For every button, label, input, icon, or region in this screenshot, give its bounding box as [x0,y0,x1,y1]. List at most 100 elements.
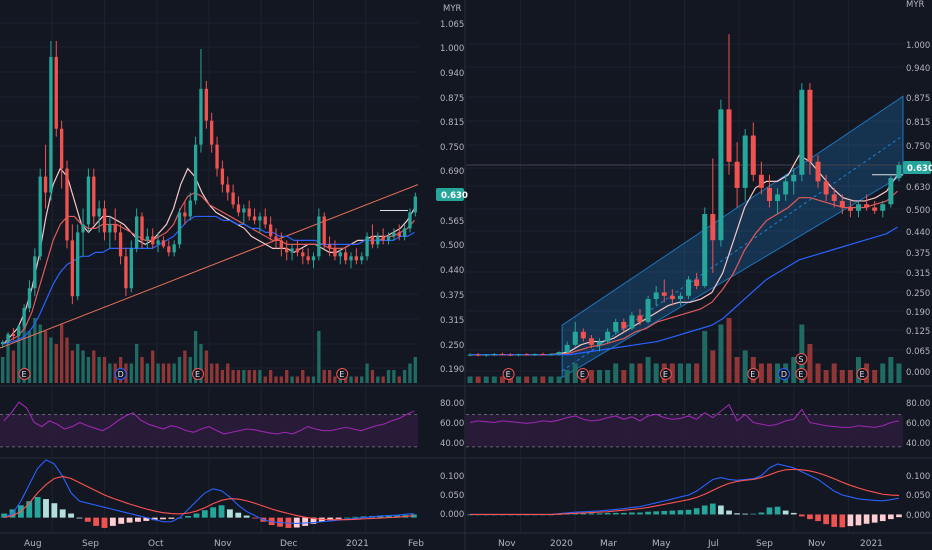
left-candle-body [360,256,364,261]
left-macd-histogram-bar [118,517,125,524]
right-event-marker-label: E [750,370,755,379]
right-rsi-tick: 60.00 [906,419,930,429]
left-volume-bar [54,344,58,383]
left-candle-body [317,216,321,257]
left-macd-histogram-bar [1,513,8,518]
right-macd-histogram-bar [742,513,749,515]
left-candle-body [1,342,5,345]
right-macd-histogram-bar [847,514,854,527]
left-candle-body [333,248,337,257]
right-volume-bar [572,363,578,383]
left-candle-body [6,334,10,343]
right-volume-bar [524,376,530,383]
left-volume-bar [161,363,166,383]
right-price-tick: 0.500 [906,206,930,216]
right-price-tick: 0.630 [906,183,930,193]
left-volume-bar [354,376,359,383]
left-chart-panel[interactable]: MYR 1.065 1.000 0.940 0.875 0.815 0.750 … [24,4,468,549]
right-volume-bar [791,357,797,383]
left-macd-histogram-bar [59,509,66,518]
right-rsi-band [466,414,903,447]
right-volume-bar [605,370,611,383]
left-price-tick: 0.375 [440,291,464,301]
left-candle-body [86,176,91,225]
left-candle-body [242,208,246,213]
right-candle-body [540,353,546,355]
right-plot-area: E E E E D ESE [466,0,904,533]
right-candle-body [637,315,643,322]
left-volume-bar [349,376,353,383]
left-price-tick: 0.940 [440,69,464,79]
right-event-marker [576,368,589,380]
right-candle-body [791,174,797,182]
right-macd-histogram-bar [718,505,724,515]
left-candle-body [285,248,289,253]
left-signal-line [4,475,414,521]
left-rsi-band [0,414,418,447]
right-volume-bar [896,363,902,383]
left-candle-body [129,248,133,289]
left-macd-histogram-bar [51,503,58,518]
right-candle-body [694,279,700,286]
left-macd-histogram-bar [168,517,175,519]
right-volume-bar [532,376,538,383]
left-volume-bar [322,370,326,383]
left-volume-bar [242,370,246,383]
right-candle-body [758,174,764,188]
right-chart-panel[interactable]: MYR 1.000 0.940 0.875 0.815 0.750 0.630 … [498,0,932,549]
left-candle-body [134,216,139,249]
right-time-tick: 2020 [550,539,573,549]
left-volume-bar [247,370,251,383]
left-candle-body [49,56,53,193]
left-macd-histogram-bar [34,497,41,518]
right-volume-bar [516,376,522,383]
right-candle-body [742,135,748,188]
right-volume-bar [548,376,554,383]
left-candle-body [268,224,273,237]
right-macd-histogram-bar [839,514,846,528]
right-volume-bar [653,363,659,383]
right-candle-body [880,204,886,211]
right-price-tick: 0.315 [906,269,930,279]
right-volume-bar [823,370,829,383]
right-macd-histogram-bar [879,514,886,522]
right-candle-body [872,207,878,211]
left-volume-bar [102,357,107,383]
left-volume-bar [210,363,214,383]
left-candle-body [161,240,166,247]
right-event-marker [502,368,515,380]
left-macd-histogram-bar [109,517,116,526]
left-candle-body [236,204,241,213]
left-candle-body [97,208,101,217]
left-candle-body [413,196,417,213]
left-volume-bar [193,331,198,383]
left-price-tick: 0.690 [440,167,464,177]
right-volume-bar [491,376,497,383]
right-macd-histogram-bar [596,513,603,515]
right-macd-histogram-bar [831,514,838,527]
left-macd-histogram-bar [310,517,317,524]
left-macd-histogram-bar [68,513,74,518]
right-volume-bar [677,363,683,383]
left-volume-bar [156,363,160,383]
left-candle-body [102,208,107,233]
right-volume-bar [475,376,481,383]
left-volume-bar [59,324,64,383]
right-rsi-tick: 80.00 [906,399,930,409]
right-candle-body [564,344,570,353]
left-time-tick: Nov [214,539,232,549]
right-volume-bar [734,357,740,383]
left-event-marker [114,368,127,380]
right-macd-histogram-bar [661,510,668,515]
left-candle-body [408,212,412,229]
left-volume-bar [386,370,391,383]
left-candle-body [140,216,144,241]
right-macd-histogram-bar [645,511,651,515]
left-candle-body [167,246,171,253]
right-event-marker-label: E [798,370,803,379]
left-volume-bar [145,363,150,383]
left-rsi-tick: 80.00 [440,399,464,409]
left-price-tick: 1.065 [440,20,464,30]
right-volume-bar [726,318,732,383]
left-candle-body [338,252,342,257]
